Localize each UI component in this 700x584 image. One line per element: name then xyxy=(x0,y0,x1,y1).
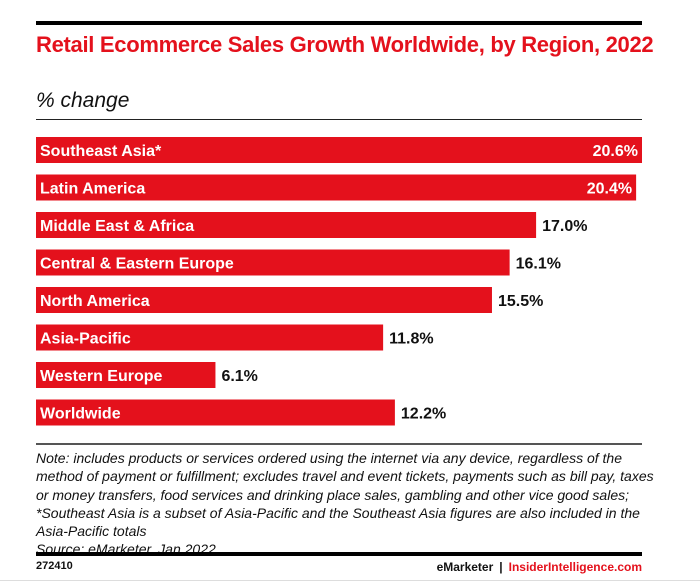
category-label: North America xyxy=(40,293,150,310)
value-label: 11.8% xyxy=(389,331,433,348)
value-label: 20.4% xyxy=(587,181,632,198)
bar xyxy=(36,212,537,238)
note-text: Note: includes products or services orde… xyxy=(36,450,654,540)
bar-chart: Southeast Asia* 20.6% Latin America 20.4% Mi… xyxy=(36,137,642,426)
brand-insider-link[interactable]: InsiderIntelligence.com xyxy=(508,560,642,574)
bar xyxy=(36,249,510,276)
chart-title: Retail Ecommerce Sales Growth Worldwide,… xyxy=(36,32,654,57)
note-rule xyxy=(36,443,642,445)
bar xyxy=(36,174,637,201)
chart-subtitle: % change xyxy=(36,89,130,112)
bar xyxy=(36,137,642,163)
value-label: 20.6% xyxy=(593,143,638,160)
page-bottom-rule xyxy=(0,580,700,581)
subtitle-rule xyxy=(36,119,642,120)
category-label: Latin America xyxy=(40,181,145,198)
chart-id: 272410 xyxy=(36,560,73,572)
value-label: 12.2% xyxy=(401,406,446,423)
category-label: Southeast Asia* xyxy=(40,143,162,160)
value-label: 15.5% xyxy=(498,293,543,310)
brand-emarketer: eMarketer xyxy=(436,560,494,574)
category-label: Central & Eastern Europe xyxy=(40,256,234,273)
bar xyxy=(36,399,395,426)
bottom-rule xyxy=(36,552,642,556)
value-label: 16.1% xyxy=(516,256,561,273)
brand-footer: eMarketer | InsiderIntelligence.com xyxy=(437,560,642,574)
value-label: 17.0% xyxy=(542,218,587,235)
category-label: Western Europe xyxy=(40,368,163,385)
bar xyxy=(36,287,492,313)
category-label: Middle East & Africa xyxy=(40,218,194,235)
source-text: Source: eMarketer, Jan 2022 xyxy=(36,541,216,558)
chart-note: Note: includes products or services orde… xyxy=(36,449,656,559)
top-rule xyxy=(36,21,642,25)
bar xyxy=(36,324,384,351)
category-label: Worldwide xyxy=(40,406,121,423)
bar xyxy=(36,362,216,388)
brand-separator: | xyxy=(499,560,503,574)
value-label: 6.1% xyxy=(221,368,257,385)
category-label: Asia-Pacific xyxy=(40,331,131,348)
